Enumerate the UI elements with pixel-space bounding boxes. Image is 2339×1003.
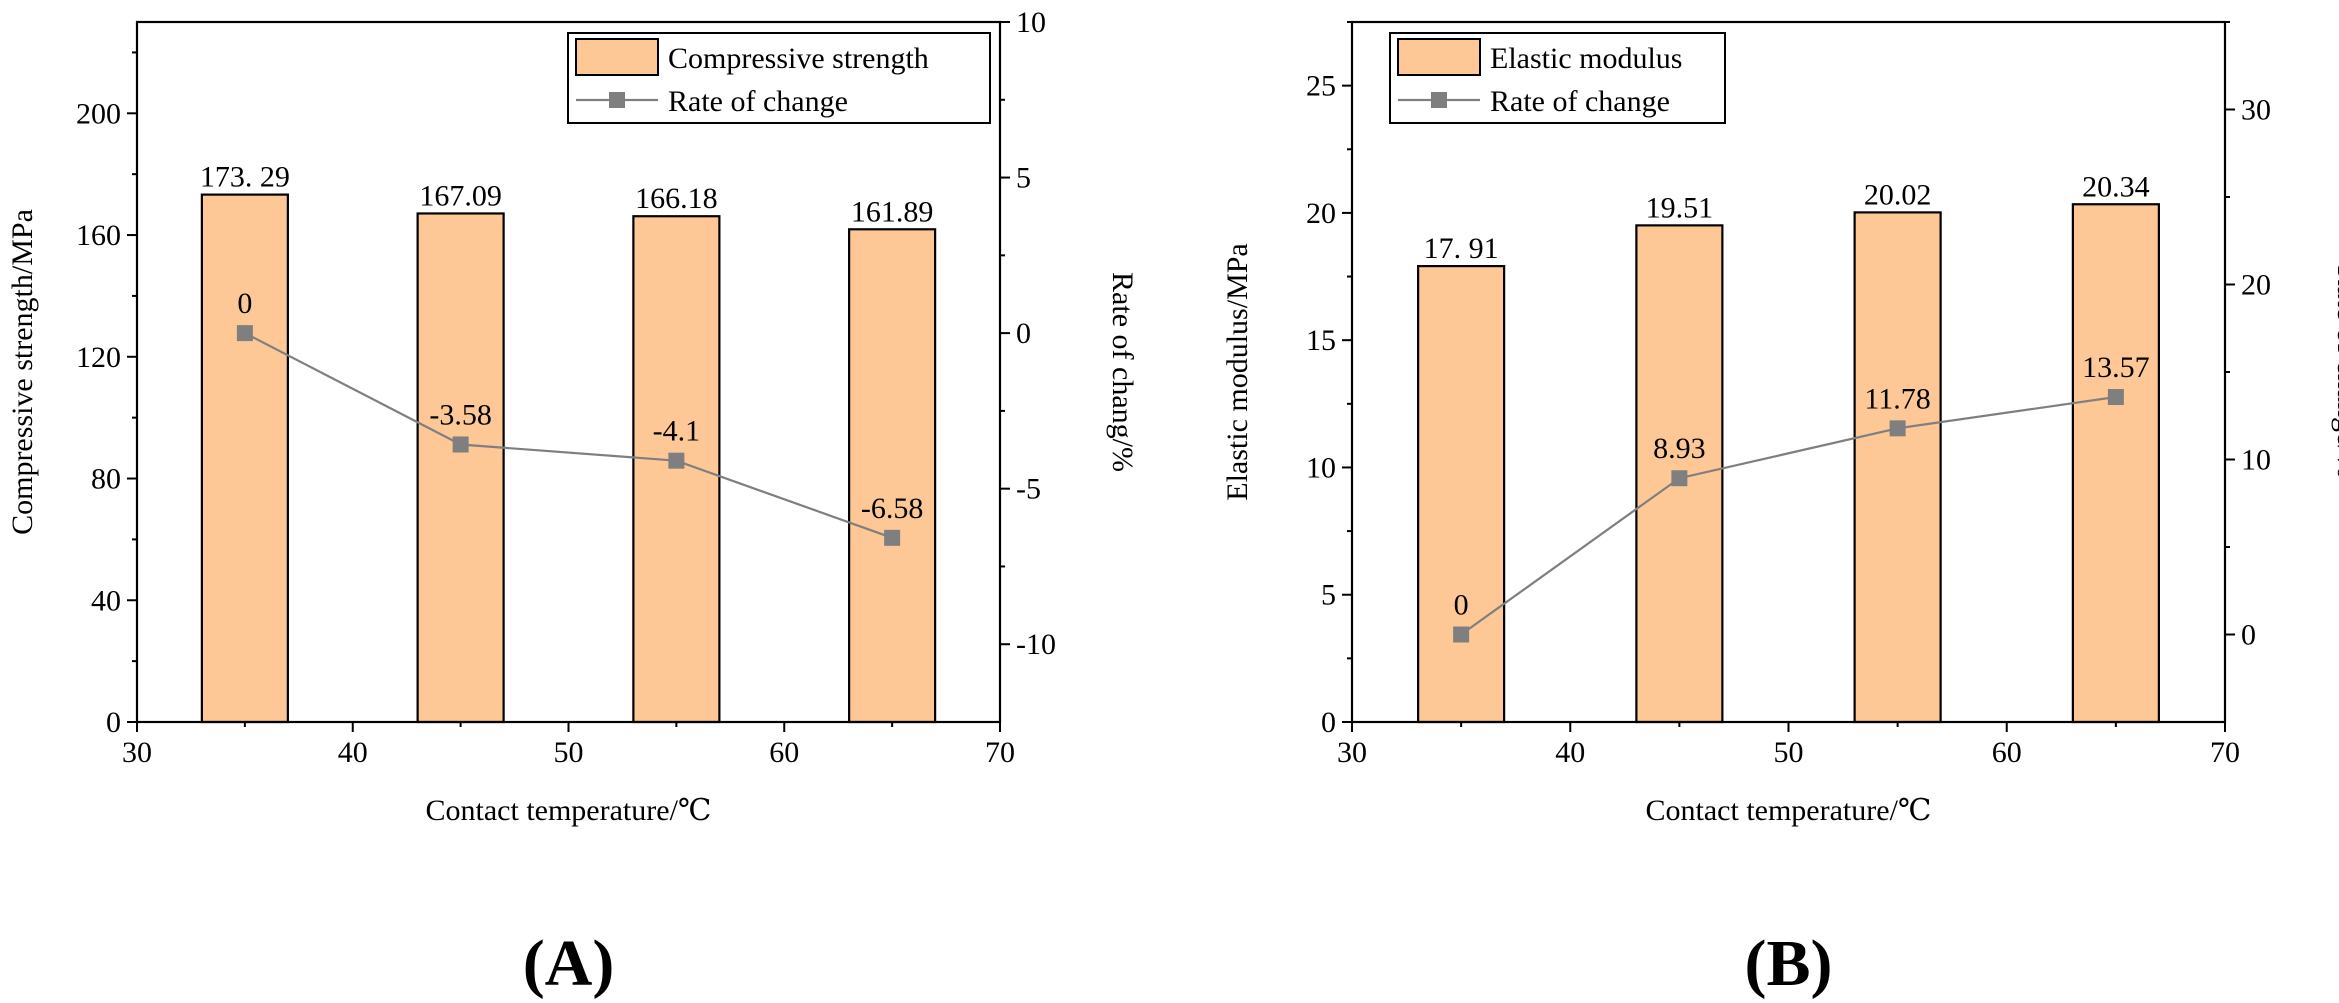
y-right-tick-label: 30 <box>2241 94 2271 127</box>
y-left-tick-label: 20 <box>1306 197 1336 230</box>
rate-of-change-line <box>244 332 893 539</box>
y-right-tick-label: 10 <box>2241 444 2271 477</box>
line-point <box>668 452 685 469</box>
y-left-axis-title: Compressive strength/MPa <box>6 209 39 535</box>
panel-label: (B) <box>1745 927 1833 1000</box>
y-left-tick-label: 80 <box>91 463 121 496</box>
rate-of-change-line <box>1460 395 2117 636</box>
y-left-tick-label: 25 <box>1306 70 1336 103</box>
y-left-tick-label: 0 <box>1321 706 1336 739</box>
line-value-label: 8.93 <box>1653 432 1706 465</box>
line-value-label: 0 <box>237 287 252 320</box>
bar-value-label: 161.89 <box>851 195 934 228</box>
y-left-tick-label: 10 <box>1306 451 1336 484</box>
bar <box>1417 265 1506 724</box>
bar <box>1853 211 1942 724</box>
legend-line-label: Rate of change <box>668 85 848 118</box>
y-right-axis-title: Rate of chang/% <box>1106 272 1139 472</box>
y-left-tick-label: 15 <box>1306 324 1336 357</box>
y-right-tick-label: 10 <box>1016 6 1046 39</box>
y-right-tick-label: 5 <box>1016 162 1031 195</box>
x-tick-label: 70 <box>985 736 1015 769</box>
panel-b-chart: 17. 91 19.51 20.02 20.34 0 8.93 11.78 13.57 30 40… <box>1221 20 2339 1000</box>
y-left-tick-label: 120 <box>76 341 121 374</box>
bar-value-label: 20.02 <box>1864 178 1932 211</box>
y-left-tick-label: 5 <box>1321 579 1336 612</box>
legend-bar-label: Compressive strength <box>668 42 929 75</box>
legend-line-label: Rate of change <box>1490 85 1670 118</box>
x-axis-title: Contact temperature/℃ <box>426 794 712 827</box>
line-point <box>1671 470 1688 487</box>
y-right-tick-label: 0 <box>1016 317 1031 350</box>
bar-value-label: 166.18 <box>635 182 718 215</box>
x-tick-label: 30 <box>122 736 152 769</box>
line-value-label: -6.58 <box>861 492 924 525</box>
bar <box>632 215 721 724</box>
y-right-tick-label: 20 <box>2241 269 2271 302</box>
y-right-tick-label: 0 <box>2241 619 2256 652</box>
y-right-axis-title: Rate of change/% <box>2331 265 2339 478</box>
legend-bar-swatch <box>575 38 659 76</box>
bar-value-label: 17. 91 <box>1424 232 1499 265</box>
y-left-axis-title: Elastic modulus/MPa <box>1221 243 1254 501</box>
y-left-tick-label: 160 <box>76 219 121 252</box>
y-right-tick-label: -5 <box>1016 473 1041 506</box>
line-point <box>884 529 901 546</box>
y-right-tick-label: -10 <box>1016 628 1056 661</box>
bar <box>2071 203 2160 724</box>
line-point <box>1453 626 1470 643</box>
line-point <box>452 436 469 453</box>
legend-bar-swatch <box>1397 38 1481 76</box>
x-tick-label: 50 <box>1774 736 1804 769</box>
y-left-tick-label: 0 <box>106 706 121 739</box>
line-value-label: -4.1 <box>653 415 701 448</box>
x-tick-label: 30 <box>1337 736 1367 769</box>
line-value-label: 11.78 <box>1864 382 1930 415</box>
legend-marker-swatch <box>609 92 625 108</box>
bar-value-label: 167.09 <box>419 179 502 212</box>
bar <box>200 193 289 724</box>
line-value-label: -3.58 <box>429 398 492 431</box>
y-left-tick-label: 200 <box>76 97 121 130</box>
line-point <box>1889 420 1906 437</box>
legend-marker-swatch <box>1431 92 1447 108</box>
panel-a-chart: 173. 29 167.09 166.18 161.89 0 -3.58 -4.1 -6.58… <box>6 6 1139 1000</box>
line-point <box>2107 389 2124 406</box>
x-tick-label: 50 <box>554 736 584 769</box>
x-tick-label: 70 <box>2210 736 2240 769</box>
x-tick-label: 60 <box>769 736 799 769</box>
legend-bar-label: Elastic modulus <box>1490 42 1682 75</box>
x-tick-label: 40 <box>338 736 368 769</box>
panel-label: (A) <box>523 927 615 1000</box>
x-tick-label: 60 <box>1992 736 2022 769</box>
line-point <box>236 325 253 342</box>
x-tick-label: 40 <box>1555 736 1585 769</box>
y-left-tick-label: 40 <box>91 584 121 617</box>
x-axis-title: Contact temperature/℃ <box>1646 794 1932 827</box>
bar <box>848 228 937 724</box>
line-value-label: 13.57 <box>2082 351 2150 384</box>
bar <box>416 212 505 724</box>
bar-value-label: 19.51 <box>1646 191 1714 224</box>
bar-value-label: 20.34 <box>2082 170 2150 203</box>
bar-value-label: 173. 29 <box>200 161 290 194</box>
line-value-label: 0 <box>1454 589 1469 622</box>
